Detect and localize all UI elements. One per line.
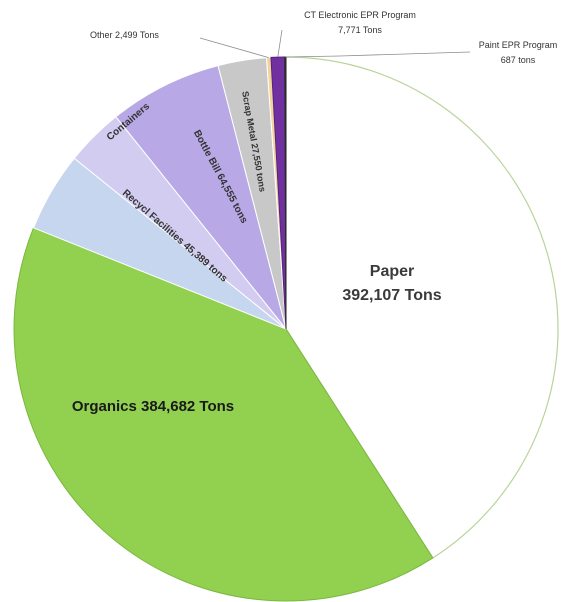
- leader-line-other: [199, 37, 269, 58]
- slice-value-paper: 392,107 Tons: [342, 287, 441, 304]
- slice-label-paper: Paper: [370, 263, 414, 280]
- slice-label-ct-electronic: CT Electronic EPR Program: [304, 10, 416, 20]
- slice-value-ct-electronic: 7,771 Tons: [338, 25, 382, 35]
- slice-value-paint-epr: 687 tons: [501, 55, 536, 65]
- slice-label-organics: Organics 384,682 Tons: [72, 398, 234, 415]
- leader-lines: [199, 29, 471, 58]
- slice-label-other: Other 2,499 Tons: [90, 30, 159, 40]
- pie-slices: [13, 56, 559, 602]
- leader-line-ct-electronic: [277, 29, 283, 58]
- leader-line-paint-epr: [285, 51, 471, 58]
- pie-slice-paper: [285, 56, 559, 559]
- pie-slice-organics: [13, 227, 434, 602]
- pie-slice-bottle-bill: [115, 65, 287, 330]
- slice-label-paint-epr: Paint EPR Program: [479, 40, 558, 50]
